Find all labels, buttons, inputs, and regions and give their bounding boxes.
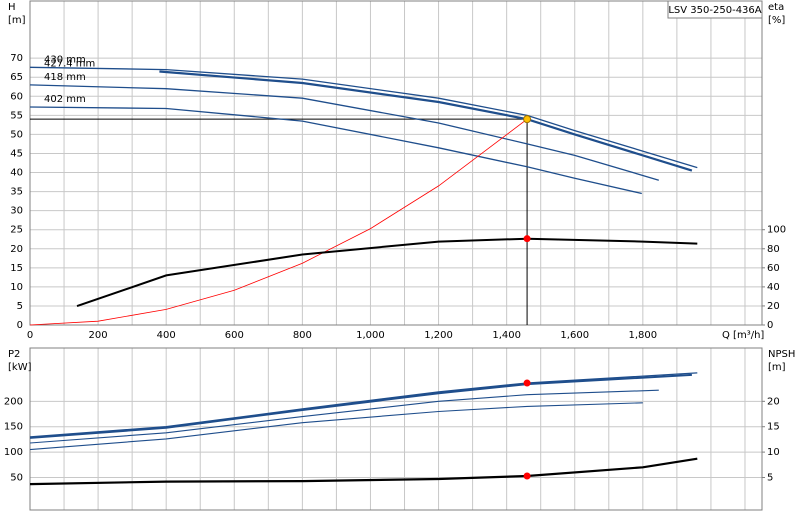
y-axis-label: [kW]	[8, 362, 32, 373]
y2-tick-label: 15	[767, 422, 780, 433]
series-line	[29, 373, 692, 439]
y2-tick-label: 10	[767, 447, 780, 458]
x-tick-label: 200	[89, 330, 108, 341]
y-tick-label: 5	[17, 301, 23, 312]
y-tick-label: 0	[17, 320, 23, 331]
y2-axis-label: [%]	[768, 15, 785, 26]
title-box	[667, 0, 763, 19]
y2-tick-label: 20	[767, 396, 780, 407]
series-line	[29, 106, 642, 195]
x-tick-label: 1,400	[492, 330, 521, 341]
y-tick-label: 25	[10, 225, 23, 236]
y-tick-label: 65	[10, 72, 23, 83]
chart-title: LSV 350-250-436A	[668, 5, 761, 16]
curve-label: 430 mm	[44, 54, 86, 65]
x-tick-label: 400	[157, 330, 176, 341]
y2-tick-label: 5	[767, 472, 773, 483]
y-tick-label: 35	[10, 187, 23, 198]
curve-label: 427.4 mm	[44, 59, 95, 70]
y2-tick-label: 40	[767, 282, 780, 293]
y-tick-label: 15	[10, 263, 23, 274]
series-line	[159, 70, 693, 172]
x-tick-label: 1,000	[356, 330, 385, 341]
duty-point	[523, 115, 532, 124]
y-tick-label: 30	[10, 206, 23, 217]
y2-tick-label: 0	[767, 320, 773, 331]
plot-frame	[29, 0, 763, 326]
x-tick-label: 1,200	[424, 330, 453, 341]
series-line	[29, 402, 643, 451]
y-tick-label: 20	[10, 244, 23, 255]
y-axis-label: [m]	[8, 15, 26, 26]
x-tick-label: 1,800	[629, 330, 658, 341]
y-tick-label: 45	[10, 148, 23, 159]
y2-tick-label: 80	[767, 244, 780, 255]
point-marker	[523, 472, 531, 480]
y-tick-label: 50	[10, 129, 23, 140]
x-tick-label: 800	[293, 330, 312, 341]
y2-axis-label: eta	[768, 2, 784, 13]
y-axis-label: H	[8, 2, 16, 13]
series-line	[29, 389, 659, 444]
point-marker	[523, 235, 531, 243]
series-line	[29, 457, 698, 486]
series-line	[29, 118, 528, 326]
y-tick-label: 55	[10, 110, 23, 121]
plot-frame	[29, 347, 763, 511]
y-tick-label: 10	[10, 282, 23, 293]
y-tick-label: 40	[10, 168, 23, 179]
y-tick-label: 150	[4, 422, 23, 433]
y-tick-label: 70	[10, 53, 23, 64]
point-marker	[523, 379, 531, 387]
series-line	[76, 237, 698, 308]
y2-axis-label: [m]	[768, 362, 786, 373]
x-axis-label: Q [m³/h]	[722, 330, 764, 341]
x-tick-label: 1,600	[560, 330, 589, 341]
y2-tick-label: 60	[767, 263, 780, 274]
y2-tick-label: 100	[767, 225, 786, 236]
series-line	[29, 66, 698, 169]
y2-axis-label: NPSH	[768, 349, 795, 360]
y-tick-label: 60	[10, 91, 23, 102]
series-line	[29, 84, 659, 181]
curve-label: 402 mm	[44, 94, 86, 105]
y-tick-label: 200	[4, 396, 23, 407]
y-axis-label: P2	[8, 349, 20, 360]
x-tick-label: 0	[27, 330, 33, 341]
y-tick-label: 100	[4, 447, 23, 458]
series-line	[29, 372, 698, 438]
y2-tick-label: 20	[767, 301, 780, 312]
x-tick-label: 600	[225, 330, 244, 341]
curve-label: 418 mm	[44, 72, 86, 83]
y-tick-label: 50	[10, 472, 23, 483]
